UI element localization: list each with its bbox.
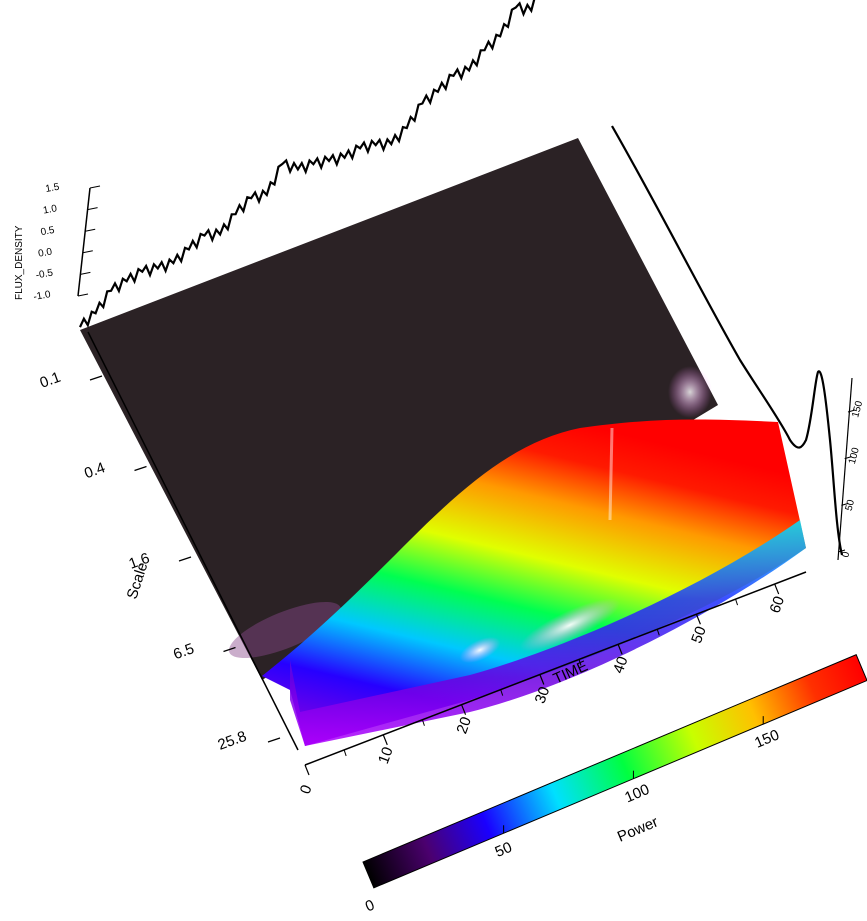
scale-tick — [267, 737, 281, 743]
profile-tick — [841, 502, 849, 506]
scale-tick-label: 25.8 — [216, 728, 249, 754]
colorbar-tick-label: 150 — [752, 726, 782, 751]
time-minor-tick — [421, 719, 425, 726]
time-tick-label: 50 — [688, 624, 710, 645]
time-tick — [461, 704, 467, 715]
scale-tick — [178, 556, 192, 562]
flux-axis-line — [77, 187, 91, 297]
scale-tick — [89, 375, 103, 381]
flux-tick-label: 1.5 — [45, 182, 61, 195]
surface-base-plane — [80, 138, 718, 680]
scale-profile-plot: 0 50 100 150 — [611, 125, 865, 561]
power-axis-label: Power — [615, 813, 661, 845]
time-minor-tick — [656, 629, 660, 636]
profile-tick-label: 150 — [850, 399, 865, 418]
time-tick-label: 30 — [532, 684, 554, 705]
flux-axis-label: FLUX_DENSITY — [14, 225, 25, 300]
flux-tick — [87, 207, 98, 211]
time-minor-tick — [578, 659, 582, 666]
flux-tick-label: 1.0 — [42, 203, 58, 216]
time-tick — [539, 674, 545, 685]
profile-tick-label: 50 — [844, 498, 858, 512]
time-tick — [617, 644, 623, 655]
flux-tick-label: 0.5 — [40, 225, 56, 238]
surface-hotspot-2 — [459, 637, 501, 663]
flux-tick — [89, 185, 101, 189]
time-tick — [774, 583, 780, 595]
scale-tick-label: 0.4 — [82, 459, 107, 482]
profile-axis-line — [837, 377, 853, 561]
flux-tick-label: -1.0 — [33, 289, 52, 303]
flux-tick — [82, 250, 93, 254]
scale-tick-label: 0.1 — [38, 369, 63, 392]
profile-tick-label: 100 — [847, 446, 862, 465]
profile-tick — [847, 409, 856, 413]
flux-tick-label: 0.0 — [37, 246, 53, 259]
scale-tick — [223, 646, 236, 653]
profile-tick-label: 0 — [840, 550, 852, 559]
profile-tick — [837, 549, 846, 553]
power-colorbar — [362, 654, 867, 889]
time-tick-label: 20 — [453, 715, 475, 736]
scale-axis-label: Scale — [124, 560, 152, 601]
time-tick-label: 60 — [766, 594, 788, 615]
surface-hotspot — [519, 598, 621, 652]
time-tick — [695, 613, 701, 625]
base-highlight — [668, 366, 712, 418]
time-minor-tick — [343, 749, 347, 757]
profile-tick — [844, 456, 852, 460]
colorbar-tick-label: 100 — [622, 781, 652, 806]
time-minor-tick — [500, 689, 504, 696]
base-shadow-band — [228, 602, 342, 658]
time-tick — [304, 764, 310, 776]
scale-tick — [134, 465, 147, 472]
scale-tick-label: 1.6 — [127, 550, 152, 573]
time-tick — [382, 734, 388, 746]
colorbar-gradient — [362, 654, 867, 889]
flux-tick — [77, 293, 89, 297]
flux-density-plot: -1.0 -0.5 0.0 0.5 1.0 1.5 — [33, 0, 536, 328]
time-minor-tick — [735, 598, 739, 606]
scale-tick-label: 6.5 — [171, 640, 196, 663]
power-surface — [262, 419, 806, 746]
flux-series-line — [79, 0, 536, 328]
colorbar-tick-label: 50 — [493, 839, 515, 861]
time-tick-label: 10 — [375, 745, 397, 766]
scale-axis-line — [87, 331, 299, 751]
flux-tick-label: -0.5 — [35, 267, 54, 281]
time-axis: 0 10 20 30 40 50 60 — [297, 571, 807, 797]
scale-profile-line — [611, 125, 844, 556]
flux-tick — [80, 271, 91, 275]
surface-ridge-line — [608, 427, 614, 521]
time-tick-label: 0 — [297, 783, 316, 797]
time-axis-line — [304, 571, 807, 766]
time-tick-label: 40 — [610, 654, 632, 675]
flux-tick — [85, 228, 96, 232]
power-surface-front — [290, 520, 806, 746]
colorbar-tick-label: 0 — [363, 897, 377, 916]
colorbar-ticks: 0 50 100 150 — [363, 716, 782, 915]
